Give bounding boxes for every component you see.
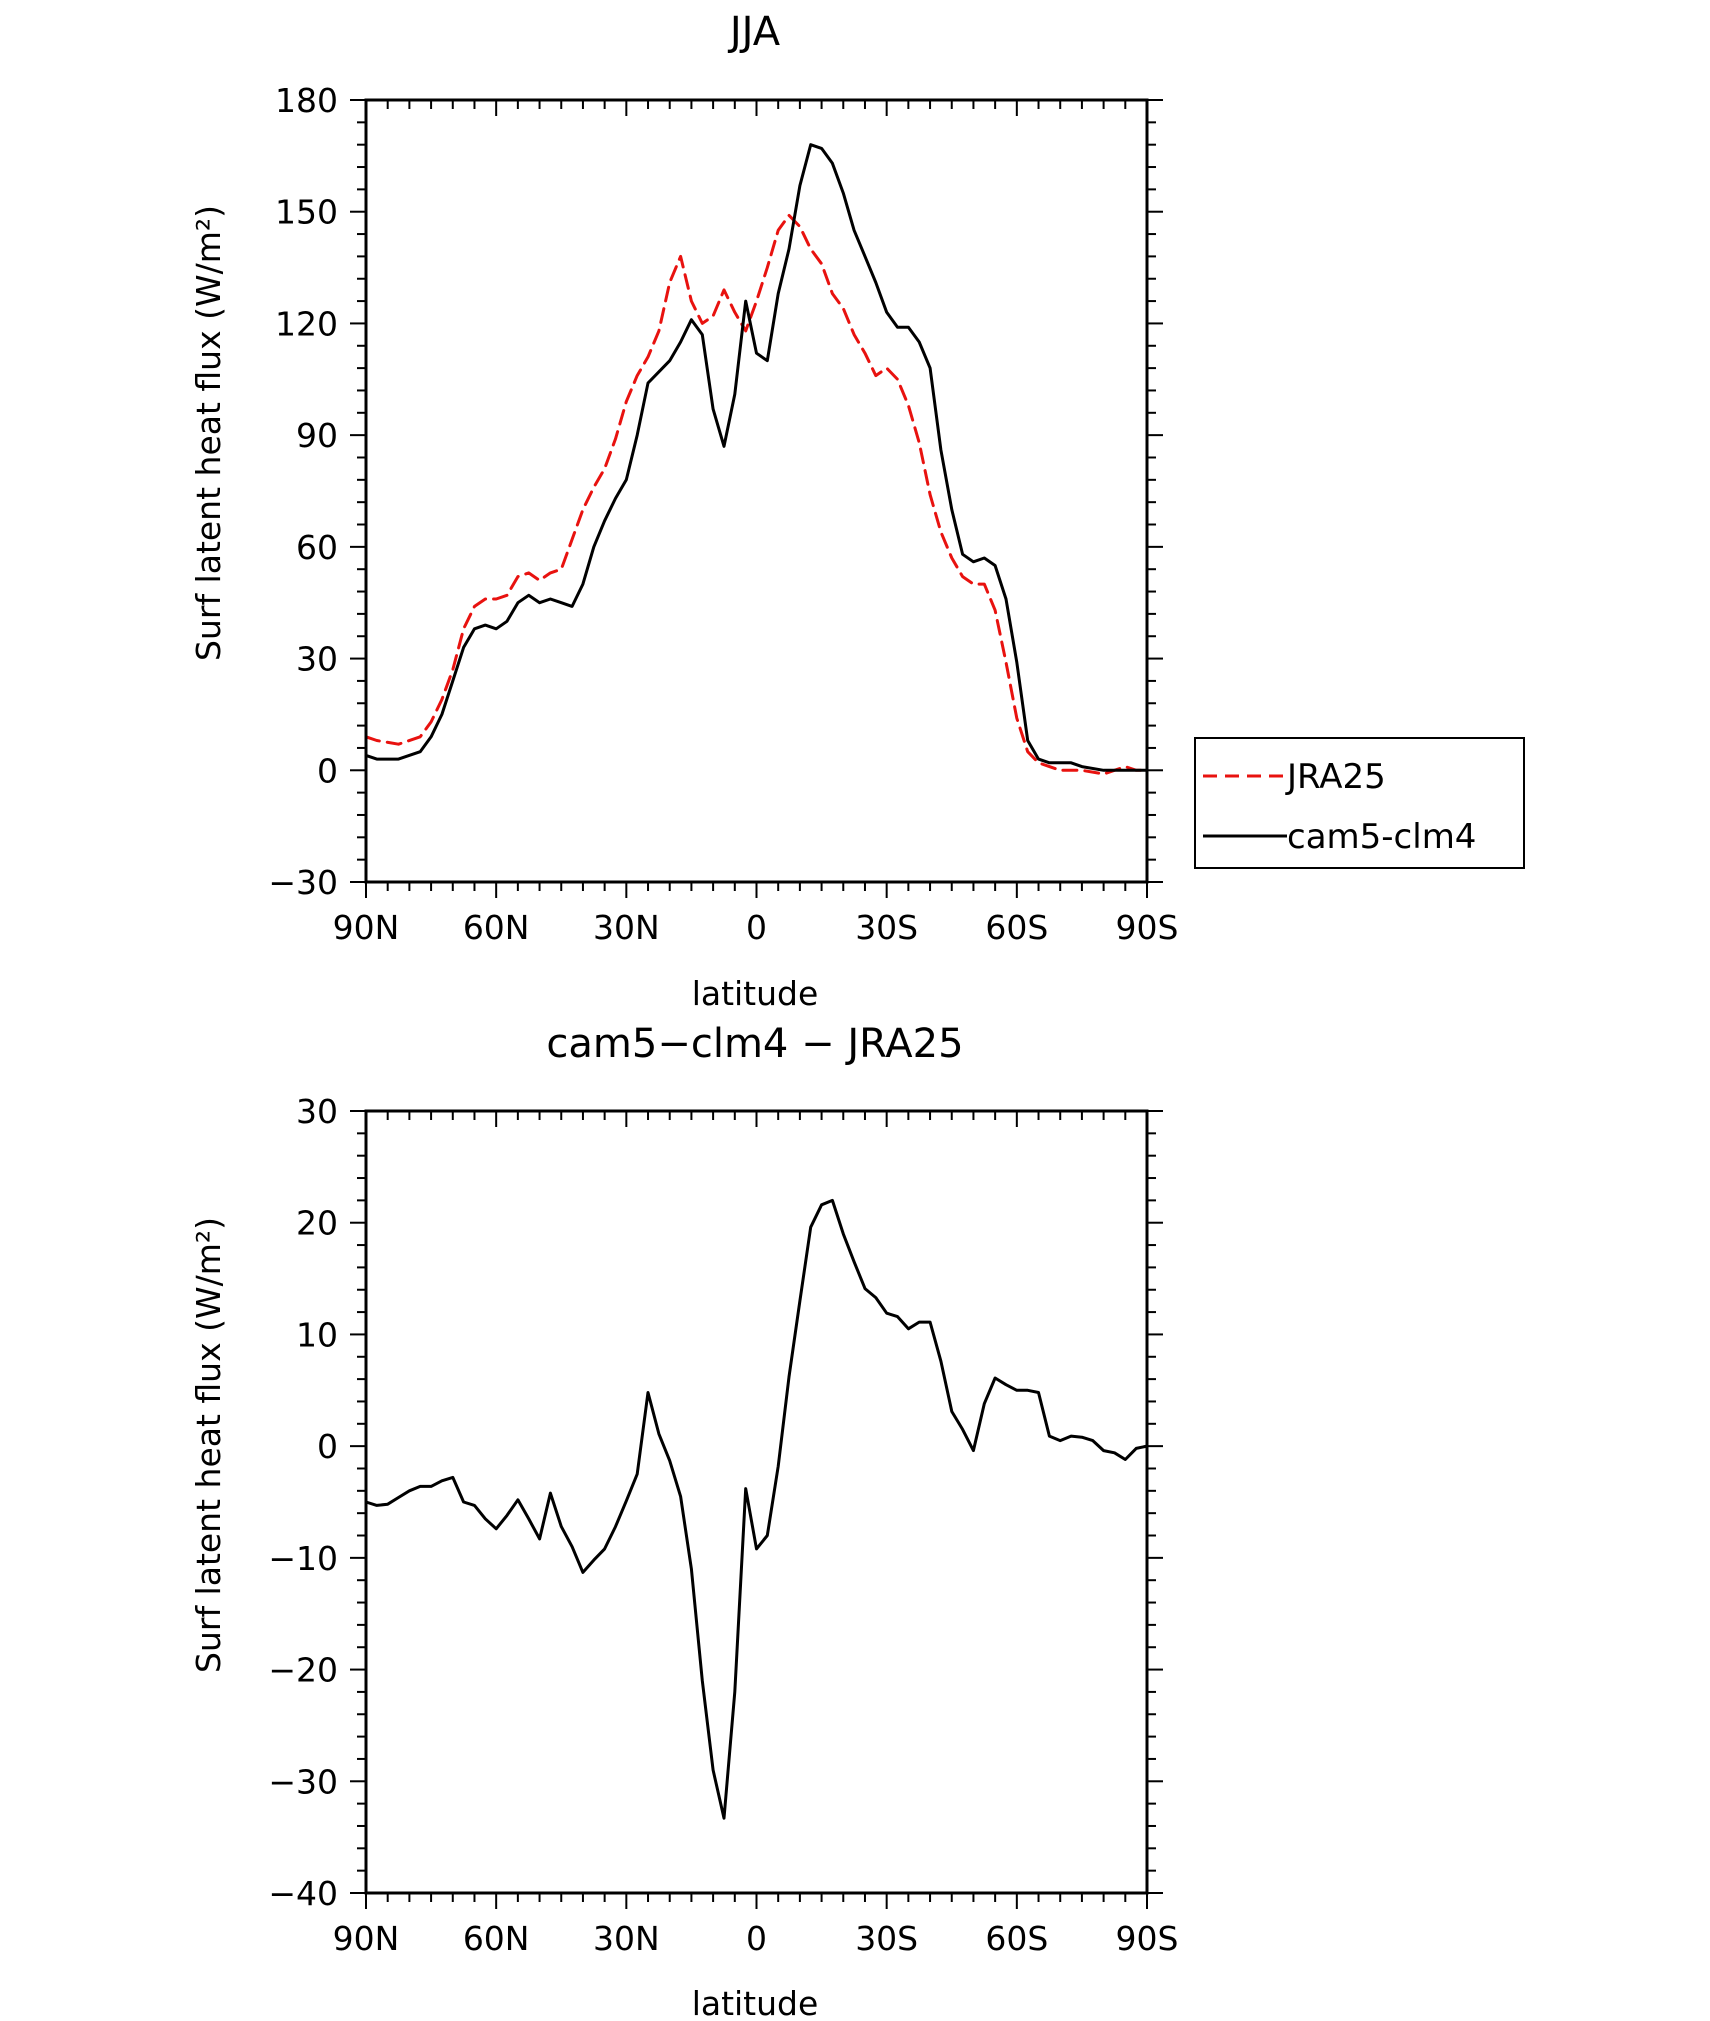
legend: JRA25 cam5-clm4: [1194, 737, 1525, 869]
y-tick-label: 180: [275, 81, 338, 120]
x-tick-label: 60N: [463, 908, 530, 947]
y-axis-label-group: Surf latent heat flux (W/m²): [189, 1217, 228, 1673]
x-tick-label: 30N: [593, 1919, 660, 1958]
plot-frame: [364, 1109, 1149, 1895]
x-tick-label: 30S: [855, 1919, 918, 1958]
y-tick-label: −10: [268, 1539, 338, 1578]
x-tick-label: 90N: [333, 1919, 400, 1958]
plot-layer: [364, 1198, 1149, 1820]
x-tick-label: 30N: [593, 908, 660, 947]
y-tick-label: −20: [268, 1651, 338, 1690]
y-tick-label: 30: [296, 1092, 338, 1131]
x-tick-label: 90S: [1116, 908, 1179, 947]
x-axis-label: latitude: [692, 1984, 819, 2021]
plot-layer: [364, 143, 1149, 776]
tick-layer: 90N 60N 30N 0 30S 60S 90S −40 −30 −20 −10 0 10 20 30: [268, 1092, 1178, 1958]
series-line-difference: [364, 1198, 1149, 1820]
chart-title: JJA: [727, 9, 781, 55]
series-line-cam5-clm4: [364, 143, 1149, 772]
x-tick-label: 60S: [985, 1919, 1048, 1958]
y-axis-label: Surf latent heat flux (W/m²): [189, 1217, 228, 1673]
y-tick-label: 0: [317, 1427, 338, 1466]
y-tick-label: −30: [268, 1762, 338, 1801]
x-tick-label: 90S: [1116, 1919, 1179, 1958]
x-tick-label: 0: [746, 908, 767, 947]
legend-box: [1194, 737, 1525, 869]
y-tick-label: 150: [275, 193, 338, 232]
x-tick-label: 90N: [333, 908, 400, 947]
y-tick-label: −40: [268, 1874, 338, 1913]
y-axis-label: Surf latent heat flux (W/m²): [189, 205, 228, 661]
tick-layer: 90N 60N 30N 0 30S 60S 90S −30 0 30 60 90 120 150 180: [268, 81, 1178, 947]
y-tick-label: 0: [317, 751, 338, 790]
y-tick-label: 120: [275, 304, 338, 343]
y-tick-label: −30: [268, 863, 338, 902]
y-tick-label: 20: [296, 1204, 338, 1243]
x-tick-label: 60S: [985, 908, 1048, 947]
series-line-jra25: [364, 213, 1149, 776]
y-tick-label: 90: [296, 416, 338, 455]
bottom-panel: cam5−clm4 − JRA25 Surf latent heat flux …: [189, 1021, 1178, 2021]
y-tick-label: 10: [296, 1315, 338, 1354]
legend-label-cam5-clm4: cam5-clm4: [1287, 817, 1476, 857]
chart-title: cam5−clm4 − JRA25: [546, 1021, 963, 1067]
top-panel: JJA Surf latent heat flux (W/m²) latitud…: [189, 9, 1525, 1013]
x-axis-label: latitude: [692, 974, 819, 1013]
legend-label-jra25: JRA25: [1285, 757, 1386, 797]
y-tick-label: 30: [296, 640, 338, 679]
x-tick-label: 30S: [855, 908, 918, 947]
x-tick-label: 0: [746, 1919, 767, 1958]
x-tick-label: 60N: [463, 1919, 530, 1958]
y-tick-label: 60: [296, 528, 338, 567]
y-axis-label-group: Surf latent heat flux (W/m²): [189, 205, 228, 661]
plot-frame: [364, 98, 1149, 884]
